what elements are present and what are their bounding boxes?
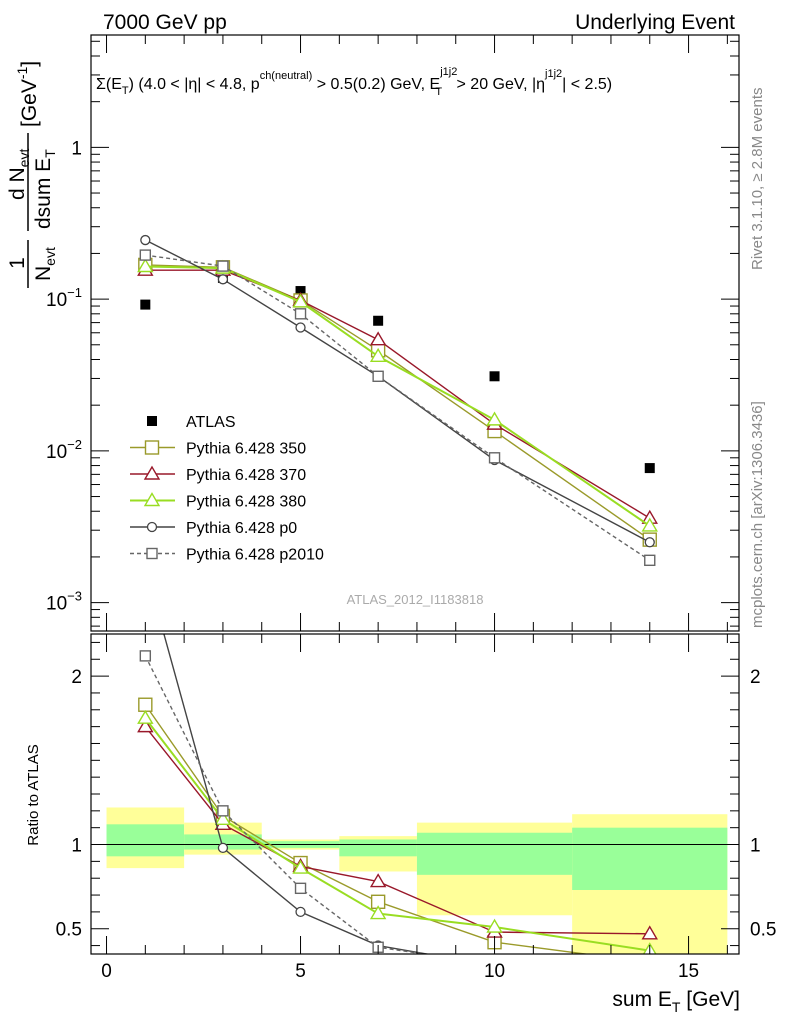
ratio-point-p2010-5 (645, 966, 655, 976)
main-point-p0-5 (644, 537, 655, 548)
ratio-ytick-label-right: 2 (750, 667, 761, 688)
legend-label-p2010: Pythia 6.428 p2010 (186, 547, 324, 564)
main-point-p2010-0 (139, 249, 152, 261)
main-point-380-3 (369, 347, 387, 362)
ratio-ylabel: Ratio to ATLAS (25, 744, 42, 845)
main-point-380-2 (292, 293, 309, 308)
xtick-label: 0 (101, 961, 112, 982)
legend-marker-p2010 (146, 547, 158, 560)
header-left: 7000 GeV pp (103, 11, 227, 34)
legend-marker-ATLAS (147, 416, 157, 426)
ratio-point-p2010-1 (217, 805, 229, 817)
main-line-p0 (145, 239, 651, 543)
ratio-ytick-label: 0.5 (56, 920, 82, 941)
ratio-point-370-3 (369, 873, 387, 888)
main-point-ATLAS-2 (295, 286, 306, 297)
main-ylabel: 1 Nevt d Nevt dsum ET [GeV-1] (6, 61, 58, 288)
main-point-p2010-3 (372, 370, 384, 382)
ratio-point-370-5 (641, 925, 658, 940)
main-line-p2010 (145, 254, 651, 561)
main-line-370 (145, 269, 651, 519)
main-point-ATLAS-0 (140, 299, 151, 310)
ratio-band-inner-3 (339, 839, 417, 857)
main-point-p2010-4 (488, 452, 501, 464)
main-point-p0-0 (140, 234, 151, 246)
main-point-ATLAS-3 (373, 315, 384, 326)
main-point-p2010-5 (644, 554, 656, 567)
main-ytick-label: 10−1 (46, 285, 82, 311)
header-right: Underlying Event (575, 11, 735, 34)
svg-text:[GeV-1]: [GeV-1] (14, 61, 41, 127)
ratio-band-inner-4 (416, 832, 573, 875)
ratio-line-370 (144, 726, 650, 935)
ratio-point-350-5 (643, 956, 656, 969)
ratio-point-p0-0 (141, 562, 150, 571)
main-point-ATLAS-4 (489, 371, 500, 382)
ratio-point-p0-5 (648, 953, 651, 954)
main-point-370-3 (369, 331, 387, 346)
main-point-p0-2 (295, 322, 306, 333)
legend-label-350: Pythia 6.428 350 (186, 441, 306, 458)
x-axis-label: sum ET [GeV] (612, 988, 740, 1015)
main-point-380-0 (137, 258, 154, 273)
legend-label-380: Pythia 6.428 380 (186, 494, 306, 511)
ratio-band-inner-0 (106, 824, 185, 857)
legend-marker-380 (143, 492, 161, 507)
main-line-380 (145, 265, 651, 527)
main-ytick-label: 10−2 (46, 437, 82, 463)
svg-text:Nevt: Nevt (32, 247, 58, 281)
legend-label-370: Pythia 6.428 370 (186, 467, 306, 484)
main-point-p0-1 (217, 274, 229, 285)
analysis-watermark: ATLAS_2012_I1183818 (347, 592, 484, 607)
main-point-380-4 (486, 411, 503, 426)
legend-marker-350 (144, 440, 160, 455)
xtick-label: 10 (484, 961, 505, 982)
legend-marker-370 (143, 465, 161, 480)
rivet-label: Rivet 3.1.10, ≥ 2.8M events (749, 88, 766, 271)
ratio-point-p0-2 (295, 906, 306, 918)
ratio-line-350 (144, 704, 591, 954)
main-ytick-label: 10−3 (46, 589, 82, 615)
main-point-p2010-1 (217, 260, 229, 272)
xtick-label: 15 (678, 961, 699, 982)
ratio-point-380-3 (369, 905, 387, 920)
legend-marker-p0 (146, 521, 158, 533)
ratio-ytick-label: 1 (71, 836, 82, 857)
ratio-band-inner-1 (184, 834, 262, 850)
ratio-point-370-0 (137, 718, 154, 733)
ratio-point-p2010-2 (294, 882, 307, 895)
ratio-point-p0-1 (217, 842, 229, 854)
xtick-label: 5 (295, 961, 306, 982)
ratio-ytick-label: 2 (71, 667, 82, 688)
legend-label-ATLAS: ATLAS (186, 414, 236, 431)
plot-title: Σ(ET) (4.0 < |η| < 4.8, pch(neutral) > 0… (96, 66, 612, 98)
main-ytick-label: 1 (71, 138, 82, 159)
main-frame (90, 34, 740, 632)
main-point-380-5 (641, 517, 658, 532)
ratio-point-350-0 (138, 697, 153, 712)
ratio-ytick-label-right: 0.5 (750, 920, 776, 941)
ratio-point-380-4 (486, 918, 503, 933)
ratio-point-380-0 (137, 709, 154, 724)
ratio-point-380-1 (214, 810, 232, 825)
svg-text:1: 1 (6, 257, 29, 269)
main-point-ATLAS-5 (644, 463, 655, 474)
ratio-band-inner-5 (572, 827, 728, 890)
ratio-point-380-2 (292, 859, 309, 874)
ratio-ytick-label-right: 1 (750, 836, 761, 857)
mcplots-label: mcplots.cern.ch [arXiv:1306.3436] (749, 401, 766, 628)
ratio-point-p2010-0 (139, 650, 152, 662)
ratio-line-p2010 (144, 655, 430, 954)
svg-text:dsum ET: dsum ET (32, 149, 58, 229)
legend-label-p0: Pythia 6.428 p0 (186, 520, 297, 537)
ratio-line-p0 (163, 634, 431, 954)
main-point-p2010-2 (294, 308, 307, 320)
